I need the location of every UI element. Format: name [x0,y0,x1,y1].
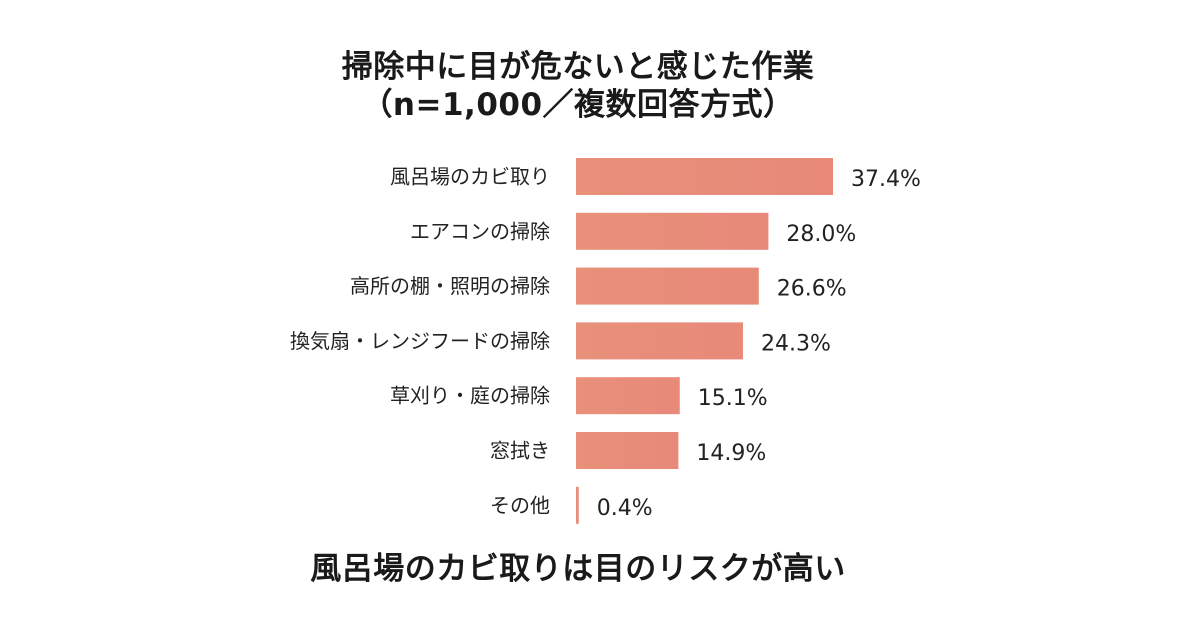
category-label: 高所の棚・照明の掃除 [350,274,550,298]
category-label: その他 [490,493,550,517]
footer-caption: 風呂場のカビ取りは目のリスクが高い [310,551,846,587]
bar [576,322,743,360]
category-label: 窓拭き [490,439,550,463]
value-label: 14.9% [696,441,766,466]
chart-title: 掃除中に目が危ないと感じた作業 [341,49,815,85]
bar [576,267,759,305]
value-label: 24.3% [761,331,831,356]
value-label: 15.1% [698,386,768,411]
bar-group: 風呂場のカビ取り 37.4% エアコンの掃除 28.0% 高所の棚・照明の掃除 26.6%… [290,158,921,524]
chart-subtitle: （n=1,000／複数回答方式） [361,87,795,123]
bar [576,377,680,415]
category-label: 換気扇・レンジフードの掃除 [290,329,550,353]
bar [576,486,579,524]
bar [576,212,769,250]
category-label: 草刈り・庭の掃除 [390,384,550,408]
bar [576,158,833,195]
chart-title-block: 掃除中に目が危ないと感じた作業 （n=1,000／複数回答方式） [0,48,1156,124]
value-label: 28.0% [786,222,856,247]
category-label: エアコンの掃除 [410,219,550,243]
category-label: 風呂場のカビ取り [390,165,550,189]
bar [576,432,679,469]
value-label: 26.6% [777,277,847,302]
value-label: 0.4% [597,496,653,521]
value-label: 37.4% [851,167,921,192]
